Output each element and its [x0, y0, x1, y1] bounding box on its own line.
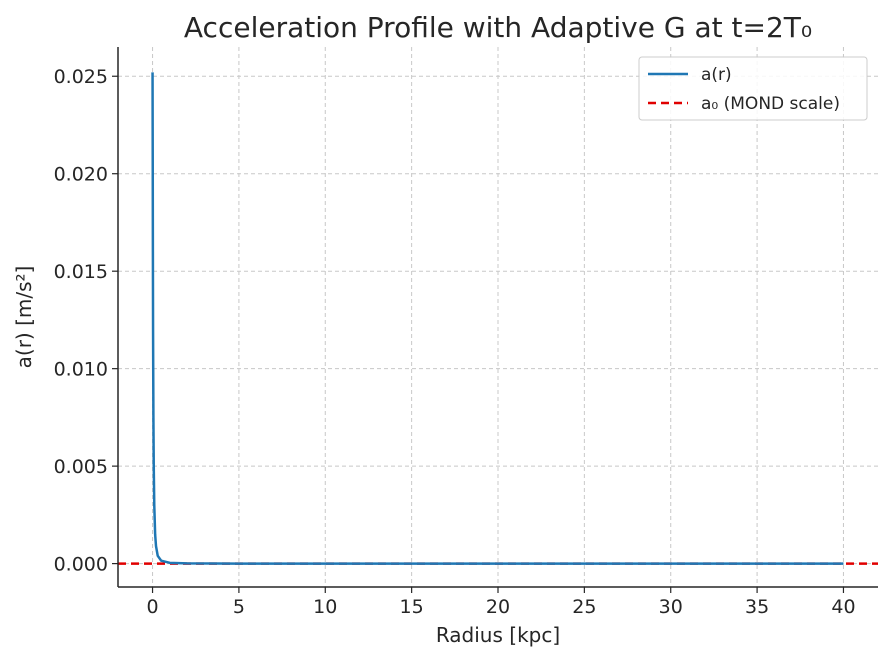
chart-title: Acceleration Profile with Adaptive G at … [184, 11, 812, 44]
grid-lines [118, 47, 878, 587]
x-tick-label: 20 [486, 596, 510, 618]
x-tick-label: 40 [831, 596, 855, 618]
x-tick-label: 35 [745, 596, 769, 618]
y-tick-label: 0.000 [54, 554, 108, 576]
x-tick-label: 15 [400, 596, 424, 618]
y-axis-label: a(r) [m/s²] [12, 266, 36, 369]
x-tick-label: 10 [313, 596, 337, 618]
legend-box [638, 56, 868, 121]
series-line-a-r [151, 72, 844, 565]
x-ticks: 0 5 10 15 20 25 30 35 40 [146, 587, 856, 618]
legend-label-a0: a₀ (MOND scale) [701, 94, 840, 114]
x-tick-label: 25 [572, 596, 596, 618]
y-tick-label: 0.020 [54, 164, 108, 186]
x-axis-label: Radius [kpc] [436, 623, 560, 647]
y-tick-label: 0.005 [54, 456, 108, 478]
y-tick-label: 0.025 [54, 66, 108, 88]
y-ticks: 0.000 0.005 0.010 0.015 0.020 0.025 [54, 66, 118, 576]
legend-label-a-r: a(r) [701, 65, 732, 85]
x-tick-label: 5 [233, 596, 245, 618]
series-lines [151, 72, 844, 565]
legend: a(r) a₀ (MOND scale) [638, 56, 868, 121]
y-tick-label: 0.010 [54, 359, 108, 381]
x-tick-label: 30 [659, 596, 683, 618]
y-tick-label: 0.015 [54, 261, 108, 283]
x-tick-label: 0 [146, 596, 158, 618]
